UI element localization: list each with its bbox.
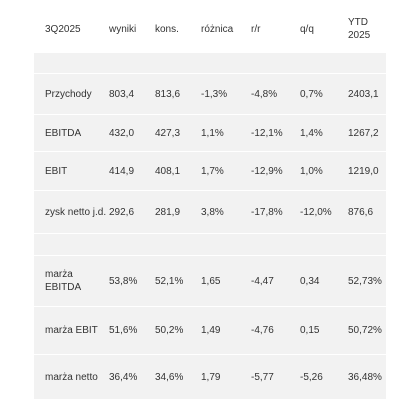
- table-row: Przychody 803,4 813,6 -1,3% -4,8% 0,7% 2…: [34, 74, 386, 115]
- cell-yoy: -12,1%: [251, 127, 283, 139]
- cell-results: 803,4: [109, 88, 135, 100]
- header-yoy: r/r: [251, 24, 261, 35]
- cell-consensus: 34,6%: [155, 371, 184, 383]
- cell-qoq: -12,0%: [300, 206, 332, 218]
- cell-ytd: 1267,2: [348, 127, 379, 139]
- table-row: zysk netto j.d. 292,6 281,9 3,8% -17,8% …: [34, 191, 386, 234]
- cell-difference: 3,8%: [201, 206, 224, 218]
- header-ytd: YTD 2025: [348, 17, 371, 41]
- cell-difference: 1,49: [201, 325, 221, 336]
- header-qoq: q/q: [300, 24, 314, 35]
- cell-ytd: 36,48%: [348, 371, 382, 383]
- results-table: 3Q2025 wyniki kons. różnica r/r q/q YTD …: [34, 0, 386, 400]
- cell-results: 36,4%: [109, 371, 138, 383]
- row-label: EBIT: [45, 165, 68, 177]
- table-row: marża netto 36,4% 34,6% 1,79 -5,77 -5,26…: [34, 355, 386, 400]
- row-label: zysk netto j.d.: [45, 206, 107, 218]
- row-label: EBITDA: [45, 127, 82, 139]
- cell-consensus: 52,1%: [155, 275, 184, 287]
- table-spacer-row: [34, 53, 386, 74]
- header-difference: różnica: [201, 24, 234, 35]
- cell-ytd: 2403,1: [348, 88, 379, 100]
- cell-yoy: -4,47: [251, 275, 274, 287]
- cell-yoy: -12,9%: [251, 165, 283, 177]
- cell-qoq: 0,15: [300, 325, 320, 336]
- cell-ytd: 876,6: [348, 206, 374, 218]
- cell-consensus: 281,9: [155, 206, 181, 218]
- cell-qoq: 0,7%: [300, 88, 323, 100]
- cell-qoq: 0,34: [300, 275, 320, 287]
- cell-consensus: 408,1: [155, 165, 181, 177]
- cell-qoq: 1,0%: [300, 165, 323, 177]
- cell-results: 414,9: [109, 165, 135, 177]
- cell-difference: -1,3%: [201, 88, 228, 100]
- cell-difference: 1,65: [201, 275, 221, 287]
- table-row: marża EBITDA 53,8% 52,1% 1,65 -4,47 0,34…: [34, 256, 386, 307]
- row-label: marża netto: [45, 371, 98, 383]
- cell-consensus: 813,6: [155, 88, 181, 100]
- cell-results: 51,6%: [109, 325, 138, 336]
- cell-qoq: 1,4%: [300, 127, 323, 139]
- cell-ytd: 52,73%: [348, 275, 382, 287]
- table-spacer-row: [34, 234, 386, 256]
- cell-consensus: 50,2%: [155, 325, 184, 336]
- table-row: marża EBIT 51,6% 50,2% 1,49 -4,76 0,15 5…: [34, 307, 386, 355]
- row-label: Przychody: [45, 88, 92, 100]
- row-label: marża EBIT: [45, 325, 98, 336]
- header-consensus: kons.: [155, 24, 179, 35]
- cell-yoy: -4,8%: [251, 88, 278, 100]
- cell-difference: 1,1%: [201, 127, 224, 139]
- row-label: marża EBITDA: [45, 269, 82, 293]
- cell-difference: 1,7%: [201, 165, 224, 177]
- header-results: wyniki: [109, 24, 137, 35]
- cell-ytd: 50,72%: [348, 325, 382, 336]
- cell-consensus: 427,3: [155, 127, 181, 139]
- table-row: EBITDA 432,0 427,3 1,1% -12,1% 1,4% 1267…: [34, 115, 386, 152]
- cell-yoy: -17,8%: [251, 206, 283, 218]
- cell-yoy: -5,77: [251, 371, 274, 383]
- cell-yoy: -4,76: [251, 325, 274, 336]
- cell-qoq: -5,26: [300, 371, 323, 383]
- table-header-row: 3Q2025 wyniki kons. różnica r/r q/q YTD …: [34, 0, 386, 53]
- cell-ytd: 1219,0: [348, 165, 379, 177]
- cell-results: 53,8%: [109, 275, 138, 287]
- table-row: EBIT 414,9 408,1 1,7% -12,9% 1,0% 1219,0: [34, 152, 386, 191]
- header-period: 3Q2025: [45, 24, 81, 35]
- cell-results: 432,0: [109, 127, 135, 139]
- cell-difference: 1,79: [201, 371, 221, 383]
- cell-results: 292,6: [109, 206, 135, 218]
